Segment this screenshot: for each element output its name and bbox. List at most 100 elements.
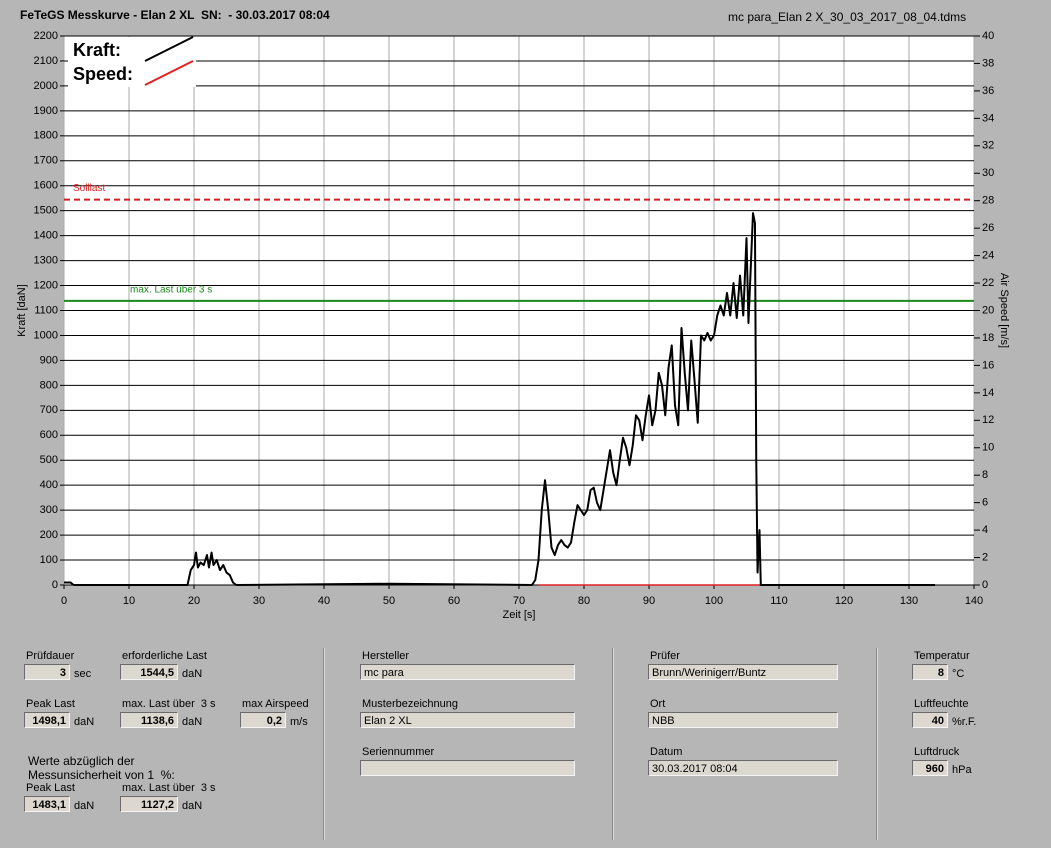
field-value: 1483,1 (24, 796, 70, 812)
field-unit: daN (74, 716, 95, 728)
field-label: Musterbezeichnung (362, 698, 459, 710)
legend-label: Kraft: (73, 40, 121, 60)
y2-tick-label: 16 (982, 359, 994, 371)
y2-tick-label: 28 (982, 195, 994, 207)
y-tick-label: 2000 (34, 80, 58, 92)
field-label: Datum (650, 746, 683, 758)
field-unit: %r.F. (952, 716, 977, 728)
y-tick-label: 1400 (34, 230, 58, 242)
field-value: 30.03.2017 08:04 (648, 760, 838, 776)
field-value: 1498,1 (24, 712, 70, 728)
y2-tick-label: 26 (982, 222, 994, 234)
legend-swatch (144, 36, 194, 62)
file-name: mc para_Elan 2 X_30_03_2017_08_04.tdms (728, 10, 967, 24)
field-value: 1544,5 (120, 664, 178, 680)
field-unit: daN (182, 716, 203, 728)
y2-tick-label: 40 (982, 30, 994, 42)
report-title: FeTeGS Messkurve - Elan 2 XL SN: - 30.03… (20, 8, 330, 22)
field-label: Luftdruck (914, 746, 960, 758)
field-unit: daN (74, 800, 95, 812)
y2-tick-label: 0 (982, 579, 988, 591)
reference-label: max. Last über 3 s (130, 285, 212, 296)
x-tick-label: 140 (965, 595, 983, 607)
y2-tick-label: 38 (982, 57, 994, 69)
y-tick-label: 1100 (34, 304, 58, 316)
y-tick-label: 1900 (34, 105, 58, 117)
field-value: 0,2 (240, 712, 286, 728)
y-tick-label: 400 (40, 479, 58, 491)
field-value (360, 760, 575, 776)
x-tick-label: 60 (448, 595, 460, 607)
x-tick-label: 70 (513, 595, 525, 607)
field-label: Ort (650, 698, 666, 710)
y-tick-label: 100 (40, 554, 58, 566)
x-tick-label: 40 (318, 595, 330, 607)
y-tick-label: 2200 (34, 30, 58, 42)
y2-tick-label: 10 (982, 442, 994, 454)
field-value: 40 (912, 712, 948, 728)
y-tick-label: 500 (40, 454, 58, 466)
field-value: 1127,2 (120, 796, 178, 812)
field-label: Seriennummer (362, 746, 435, 758)
y-tick-label: 1500 (34, 205, 58, 217)
y2-tick-label: 32 (982, 140, 994, 152)
x-tick-label: 20 (188, 595, 200, 607)
y2-tick-label: 24 (982, 250, 994, 262)
field-label: erforderliche Last (122, 650, 207, 662)
y-tick-label: 1800 (34, 130, 58, 142)
y-tick-label: 600 (40, 429, 58, 441)
y-tick-label: 1600 (34, 180, 58, 192)
field-label: max. Last über 3 s (122, 698, 216, 710)
y2-axis-label: Air Speed [m/s] (998, 273, 1010, 348)
y2-tick-label: 2 (982, 551, 988, 563)
y2-tick-label: 14 (982, 387, 994, 399)
separator (323, 648, 325, 840)
field-value: 3 (24, 664, 70, 680)
x-tick-label: 90 (643, 595, 655, 607)
y-tick-label: 1300 (34, 254, 58, 266)
legend-swatch (144, 60, 194, 86)
y2-tick-label: 4 (982, 524, 988, 536)
field-value: Brunn/Werinigerr/Buntz (648, 664, 838, 680)
y-tick-label: 1200 (34, 279, 58, 291)
y2-tick-label: 6 (982, 497, 988, 509)
y-tick-label: 800 (40, 379, 58, 391)
separator (876, 648, 878, 840)
series-line (64, 212, 935, 586)
x-tick-label: 80 (578, 595, 590, 607)
chart: 0 10 20 30 40 50 60 70 80 90 100 110 120 130 140010020… (16, 30, 1010, 621)
field-label: Temperatur (914, 650, 970, 662)
field-label: Peak Last (26, 782, 75, 794)
x-tick-label: 130 (900, 595, 918, 607)
y2-tick-label: 36 (982, 85, 994, 97)
legend-label: Speed: (73, 64, 133, 84)
reference-label: Solllast (73, 183, 105, 194)
field-value: Elan 2 XL (360, 712, 575, 728)
field-label: max. Last über 3 s (122, 782, 216, 794)
field-unit: °C (952, 668, 965, 680)
y2-tick-label: 12 (982, 414, 994, 426)
field-value: 1138,6 (120, 712, 178, 728)
field-unit: daN (182, 668, 203, 680)
separator (612, 648, 614, 840)
field-unit: m/s (290, 716, 308, 728)
y-tick-label: 2100 (34, 55, 58, 67)
x-tick-label: 110 (770, 595, 788, 607)
y-tick-label: 300 (40, 504, 58, 516)
y-tick-label: 700 (40, 404, 58, 416)
field-value: 960 (912, 760, 948, 776)
y-tick-label: 200 (40, 529, 58, 541)
x-axis-label: Zeit [s] (502, 609, 535, 621)
x-tick-label: 30 (253, 595, 265, 607)
field-label: Luftfeuchte (914, 698, 969, 710)
field-value: 8 (912, 664, 948, 680)
y-tick-label: 1700 (34, 155, 58, 167)
x-tick-label: 120 (835, 595, 853, 607)
uncertainty-note: Werte abzüglich der Messunsicherheit von… (28, 754, 175, 782)
y2-tick-label: 30 (982, 167, 994, 179)
field-label: max Airspeed (242, 698, 309, 710)
field-label: Peak Last (26, 698, 75, 710)
y2-tick-label: 20 (982, 304, 994, 316)
y-tick-label: 900 (40, 354, 58, 366)
